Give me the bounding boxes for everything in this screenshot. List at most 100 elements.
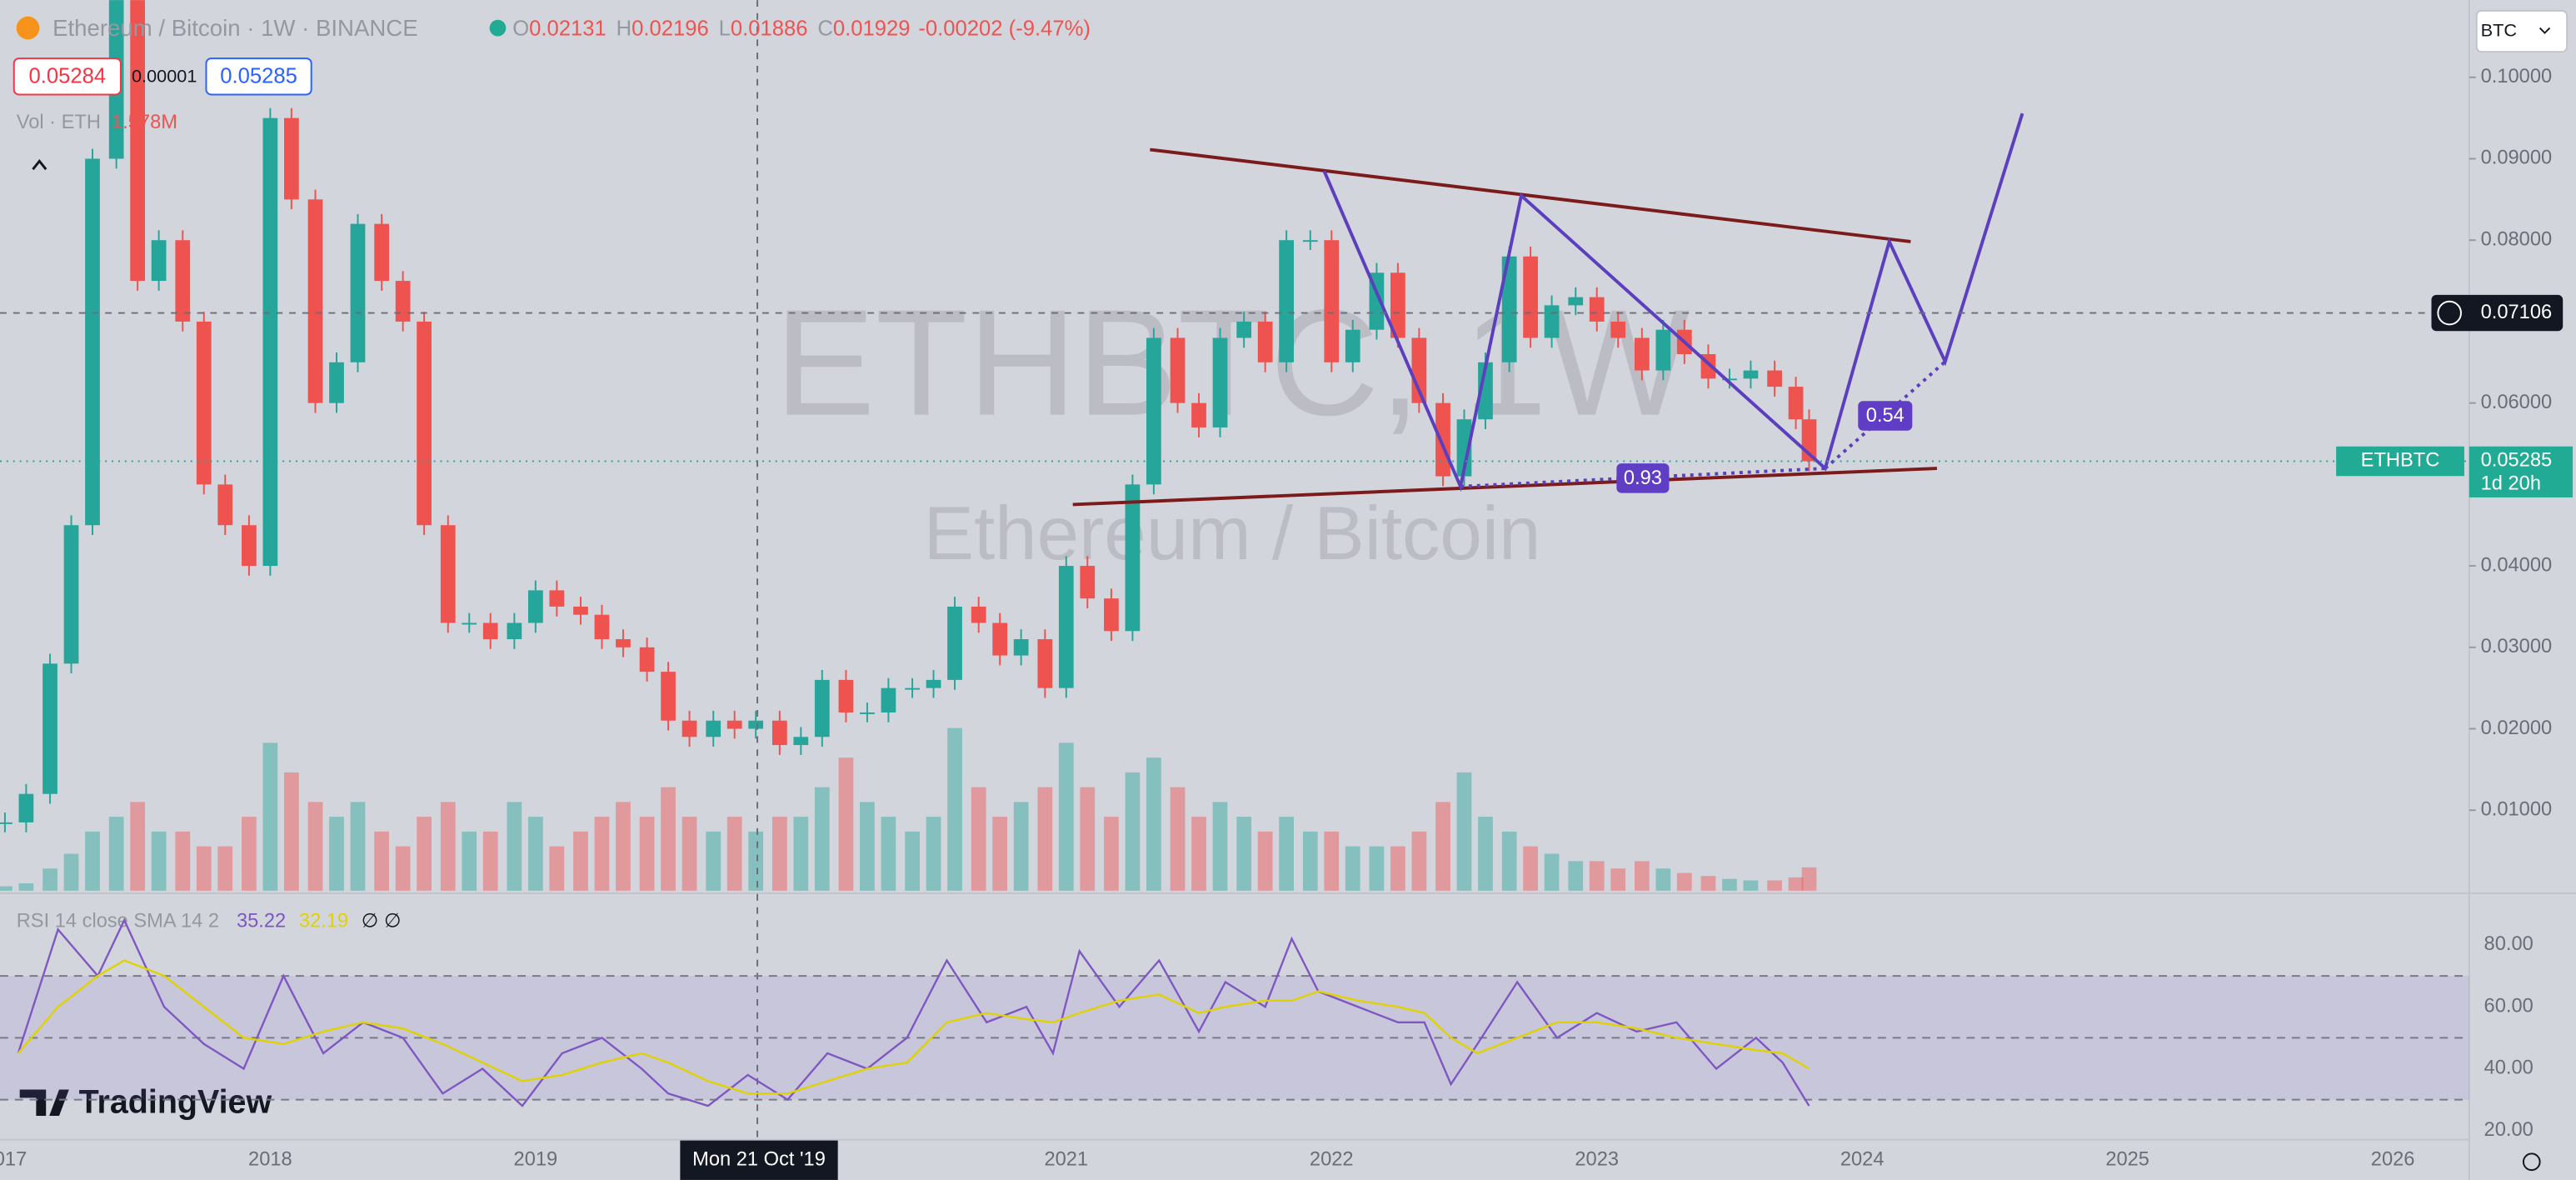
candle [1634,338,1650,371]
candle [18,793,34,822]
volume-bar [242,817,257,891]
volume-bar [1676,872,1692,891]
trendline[interactable] [1150,148,1911,243]
currency: BTC [2481,19,2517,40]
settings-button[interactable] [2522,1152,2541,1172]
volume-bar [1104,817,1119,891]
volume-bar [1236,817,1252,891]
volume-bar [926,817,941,891]
candle [374,223,390,282]
volume-bar [130,802,146,891]
candle [947,606,962,680]
currency-dropdown[interactable] [2475,9,2569,53]
watermark-subtitle: Ethereum / Bitcoin [923,492,1540,576]
ohlc-value: 0.02131 [529,17,607,40]
candle [1324,240,1340,362]
time-tick-label: 2022 [1310,1149,1354,1171]
candle [793,737,809,746]
volume-bar [771,817,787,891]
ohlc-key: C [817,17,833,40]
candle [440,525,456,623]
candle [814,679,830,738]
volume-bar [1767,880,1782,891]
price-tick-label: 0.02000 [2481,718,2553,739]
rsi-line [17,918,1810,1108]
volume-bar [616,802,631,891]
candle [881,688,896,712]
ohlc-legend: O0.02131 H0.02196 L0.01886 C0.01929 -0.00202… [512,17,1091,40]
spread: 0.00001 [132,65,197,86]
time-tick-label: 2019 [514,1149,558,1171]
ohlc-value: 0.01929 [833,17,911,40]
volume-bar [417,817,432,891]
bid-box[interactable] [12,58,122,96]
last-price: 0.05285 [2481,450,2553,472]
logo-text: TradingView [79,1084,272,1121]
candle [1655,329,1671,371]
volume-bar [1801,867,1817,891]
rsi-tick-label: 40.00 [2484,1058,2534,1079]
volume-bar [482,831,498,891]
volume-bar [440,802,456,891]
volume-bar [1700,876,1716,891]
volume-bar [18,882,34,891]
volume-bar [1634,861,1650,891]
price-tick-label: 0.04000 [2481,554,2553,576]
ohlc-change: -0.00202 (-9.47%) [918,17,1091,40]
candle [771,720,787,746]
candle [1743,370,1759,379]
crosshair-time-box [680,1140,838,1180]
volume-bar [395,846,411,891]
candle [1104,598,1119,632]
volume-bar [1788,877,1804,891]
volume-bar [63,853,79,891]
volume-bar [151,831,167,891]
volume-bar [1390,846,1405,891]
volume-bar [681,817,697,891]
candle [1279,240,1294,362]
volume-bar [1523,846,1538,891]
candle [1788,387,1804,420]
volume-bar [217,846,233,891]
volume-bar [85,831,100,891]
candle [85,158,100,526]
candle [1544,305,1560,338]
candle [1456,419,1472,477]
volume-bar [1080,787,1096,891]
volume-bar [108,817,124,891]
volume-bar [175,831,191,891]
volume-bar [793,817,809,891]
ohlc-key: H [617,17,632,40]
symbol-title[interactable]: Ethereum / Bitcoin · 1W · BINANCE [52,15,418,41]
candle [307,199,323,403]
symbol-icon [16,16,40,40]
candle [748,720,764,729]
volume-bar [1501,831,1517,891]
volume-bar [814,787,830,891]
candle [549,590,565,607]
candle [42,663,57,794]
ohlc-key: O [512,17,529,40]
volume-bar [1302,831,1318,891]
candle [1125,484,1141,632]
candle [507,622,522,640]
volume-bar [1478,817,1493,891]
candle [350,223,366,362]
price-pane: ETHBTC, 1W Ethereum / Bitcoin [0,0,1817,891]
candle [1302,240,1318,242]
ask-box[interactable] [205,58,312,96]
volume-bar [1655,868,1671,891]
candle [0,822,12,824]
candle [905,688,920,690]
rsi-extra: ∅ ∅ [362,911,402,932]
candle [1523,256,1538,338]
volume-bar [1345,846,1360,891]
volume-bar [706,831,721,891]
trendline[interactable] [1072,467,1937,507]
volume-bar [971,787,986,891]
candle [395,281,411,322]
volume-bar [1568,861,1584,891]
collapse-button[interactable] [32,158,47,171]
candle [971,606,986,623]
